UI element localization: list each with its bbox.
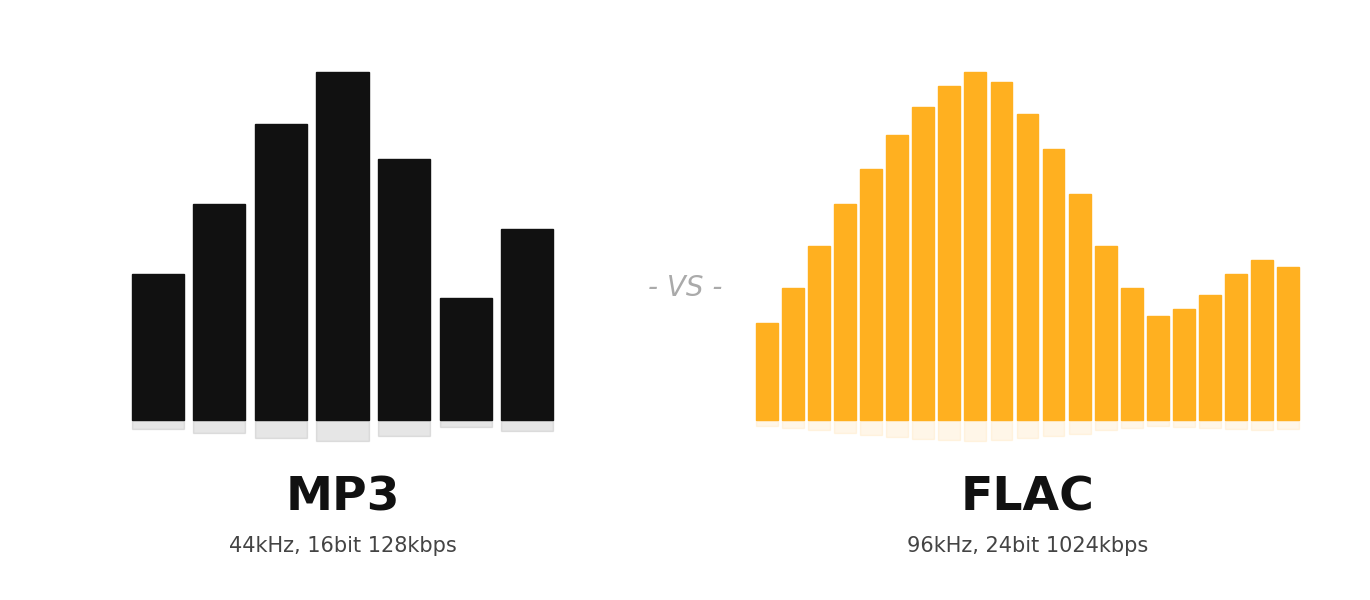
Bar xyxy=(1121,420,1143,428)
Bar xyxy=(1277,420,1299,429)
Bar xyxy=(440,298,492,420)
Bar xyxy=(1043,149,1064,420)
Bar xyxy=(886,134,908,420)
Bar xyxy=(1225,274,1247,420)
Bar xyxy=(255,124,307,420)
Text: 96kHz, 24bit 1024kbps: 96kHz, 24bit 1024kbps xyxy=(907,536,1148,556)
Bar xyxy=(132,420,184,429)
Bar xyxy=(501,229,553,420)
Bar xyxy=(1199,420,1221,428)
Bar xyxy=(860,420,882,435)
Text: MP3: MP3 xyxy=(285,475,400,520)
Bar xyxy=(1225,420,1247,429)
Bar xyxy=(440,420,492,427)
Bar xyxy=(1069,420,1091,434)
Bar xyxy=(886,420,908,437)
Bar xyxy=(1251,260,1273,420)
Bar xyxy=(938,86,960,420)
Bar xyxy=(912,420,934,439)
Bar xyxy=(1173,308,1195,420)
Bar xyxy=(860,169,882,420)
Bar xyxy=(1147,420,1169,426)
Bar xyxy=(1251,420,1273,430)
Bar xyxy=(316,72,369,420)
Bar xyxy=(255,420,307,438)
Bar xyxy=(1017,420,1038,439)
Text: - VS -: - VS - xyxy=(648,274,722,302)
Bar xyxy=(964,420,986,441)
Bar xyxy=(756,323,778,420)
Bar xyxy=(1277,267,1299,420)
Bar xyxy=(501,420,553,431)
Bar xyxy=(782,420,804,428)
Bar xyxy=(1095,420,1117,430)
Bar xyxy=(808,420,830,430)
Bar xyxy=(1199,295,1221,420)
Bar xyxy=(193,204,245,420)
Bar xyxy=(378,159,430,420)
Bar xyxy=(1173,420,1195,427)
Text: 44kHz, 16bit 128kbps: 44kHz, 16bit 128kbps xyxy=(229,536,456,556)
Bar xyxy=(316,420,369,441)
Bar xyxy=(1017,114,1038,420)
Bar xyxy=(912,107,934,420)
Bar xyxy=(193,420,245,433)
Bar xyxy=(808,246,830,420)
Bar xyxy=(782,288,804,420)
Bar xyxy=(1121,288,1143,420)
Bar xyxy=(991,420,1012,440)
Bar xyxy=(1043,420,1064,436)
Bar xyxy=(964,72,986,420)
Bar xyxy=(378,420,430,436)
Bar xyxy=(1147,316,1169,420)
Text: FLAC: FLAC xyxy=(960,475,1095,520)
Bar xyxy=(834,420,856,433)
Bar xyxy=(1095,246,1117,420)
Bar xyxy=(938,420,960,440)
Bar xyxy=(756,420,778,426)
Bar xyxy=(991,82,1012,420)
Bar xyxy=(132,274,184,420)
Bar xyxy=(834,204,856,420)
Bar xyxy=(1069,194,1091,420)
